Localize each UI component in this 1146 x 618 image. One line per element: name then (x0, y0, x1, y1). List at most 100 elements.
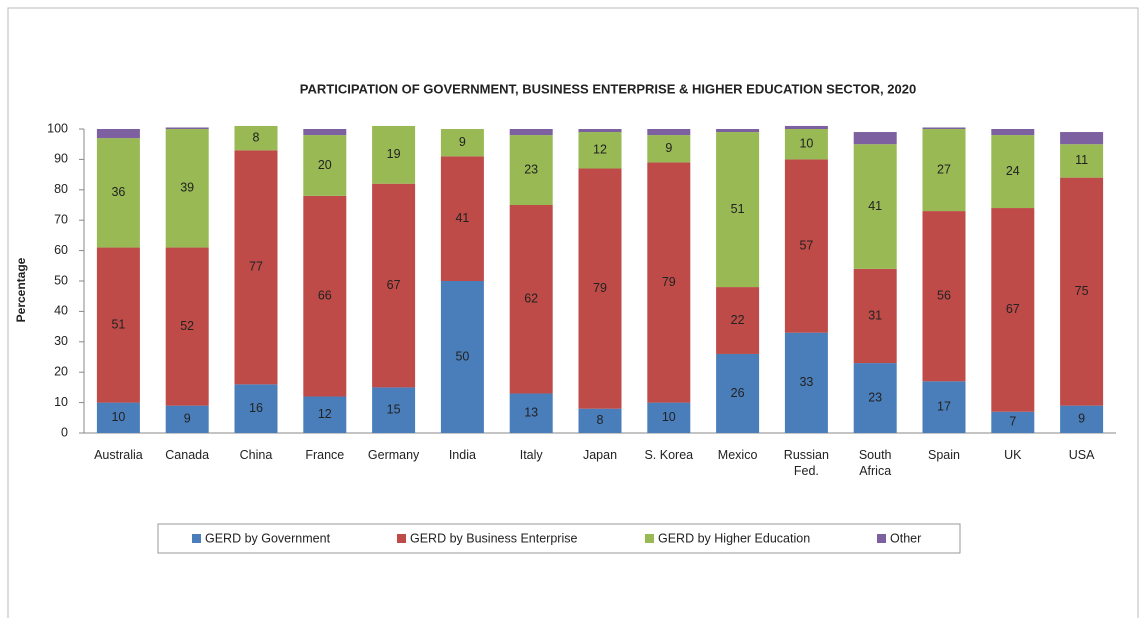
bar-segment (1060, 144, 1104, 178)
y-tick-label: 80 (54, 182, 68, 196)
data-label: 22 (731, 313, 745, 327)
data-label: 41 (868, 199, 882, 213)
data-label: 52 (180, 319, 194, 333)
data-label: 79 (593, 281, 607, 295)
bar-segment (165, 127, 209, 129)
data-label: 31 (868, 308, 882, 322)
bar-segment (372, 387, 416, 433)
y-tick-label: 70 (54, 212, 68, 226)
data-label: 10 (111, 410, 125, 424)
bar-segment (440, 156, 484, 281)
data-label: 33 (799, 375, 813, 389)
bar-segment (716, 353, 760, 433)
bar-segment (509, 135, 553, 205)
data-label: 23 (524, 162, 538, 176)
data-label: 51 (111, 317, 125, 331)
legend-swatch (645, 534, 654, 543)
legend-box (157, 523, 961, 554)
bar-segment (784, 332, 828, 433)
data-label: 17 (937, 399, 951, 413)
y-tick-label: 0 (61, 425, 68, 439)
bar-segment (716, 129, 760, 133)
bar-segment (853, 268, 897, 364)
data-label: 79 (662, 275, 676, 289)
bar-segment (96, 247, 140, 403)
bar-segment (234, 150, 278, 385)
data-label: 67 (387, 278, 401, 292)
bar-segment (784, 125, 828, 129)
data-label: 9 (459, 135, 466, 149)
chart-frame (7, 7, 1139, 618)
bar-segment (991, 411, 1035, 433)
data-label: 75 (1075, 284, 1089, 298)
data-label: 15 (387, 402, 401, 416)
data-label: 51 (731, 202, 745, 216)
data-label: 62 (524, 292, 538, 306)
bar-segment (647, 162, 691, 403)
y-tick-label: 20 (54, 364, 68, 378)
bar-segment (372, 125, 416, 184)
data-label: 20 (318, 158, 332, 172)
x-tick-label: Mexico (717, 448, 758, 462)
x-tick-label: USA (1068, 448, 1095, 462)
data-label: 10 (799, 136, 813, 150)
data-label: 57 (799, 238, 813, 252)
y-tick-label: 100 (47, 121, 68, 135)
bar-segment (991, 135, 1035, 209)
data-label: 8 (597, 413, 604, 427)
bar-segment (1060, 132, 1104, 145)
data-label: 56 (937, 288, 951, 302)
data-label: 9 (665, 141, 672, 155)
bar-segment (96, 402, 140, 433)
y-axis-label: Percentage (14, 257, 28, 322)
bar-segment (1060, 405, 1104, 433)
bar-segment (578, 408, 622, 433)
bar-segment (647, 135, 691, 163)
x-tick-label: Canada (165, 448, 210, 462)
x-tick-label: Australia (94, 448, 143, 462)
x-tick-label: Spain (928, 448, 960, 462)
bar-segment (922, 211, 966, 382)
bar-segment (440, 129, 484, 157)
x-tick-label: UK (1004, 448, 1022, 462)
data-label: 26 (731, 386, 745, 400)
bar-segment (303, 195, 347, 397)
x-tick-label: India (448, 448, 476, 462)
bar-segment (440, 281, 484, 433)
data-label: 41 (455, 211, 469, 225)
legend-label: GERD by Higher Education (658, 531, 810, 545)
y-tick-label: 10 (54, 395, 68, 409)
bar-segment (991, 208, 1035, 412)
data-label: 66 (318, 288, 332, 302)
y-tick-label: 90 (54, 152, 68, 166)
bar-segment (853, 363, 897, 433)
bar-segment (647, 129, 691, 136)
data-label: 9 (184, 412, 191, 426)
bar-segment (509, 129, 553, 136)
bar-segment (303, 135, 347, 196)
bar-segment (578, 132, 622, 169)
data-label: 67 (1006, 302, 1020, 316)
bar-segment (165, 129, 209, 248)
legend-swatch (397, 534, 406, 543)
data-label: 36 (111, 185, 125, 199)
data-label: 77 (249, 260, 263, 274)
bar-segment (853, 132, 897, 145)
legend-label: GERD by Business Enterprise (410, 531, 577, 545)
bar-segment (578, 129, 622, 133)
y-tick-label: 30 (54, 334, 68, 348)
bar-segment (716, 132, 760, 288)
bar-segment (165, 405, 209, 433)
x-tick-label: Russian Fed. (783, 448, 829, 478)
x-tick-label: Italy (519, 448, 543, 462)
y-tick-label: 50 (54, 273, 68, 287)
bar-segment (234, 125, 278, 151)
bar-segment (784, 129, 828, 160)
x-tick-label: South Africa (858, 448, 892, 478)
data-label: 11 (1075, 153, 1088, 167)
data-label: 39 (180, 181, 194, 195)
data-label: 10 (662, 410, 676, 424)
bar-segment (303, 129, 347, 136)
